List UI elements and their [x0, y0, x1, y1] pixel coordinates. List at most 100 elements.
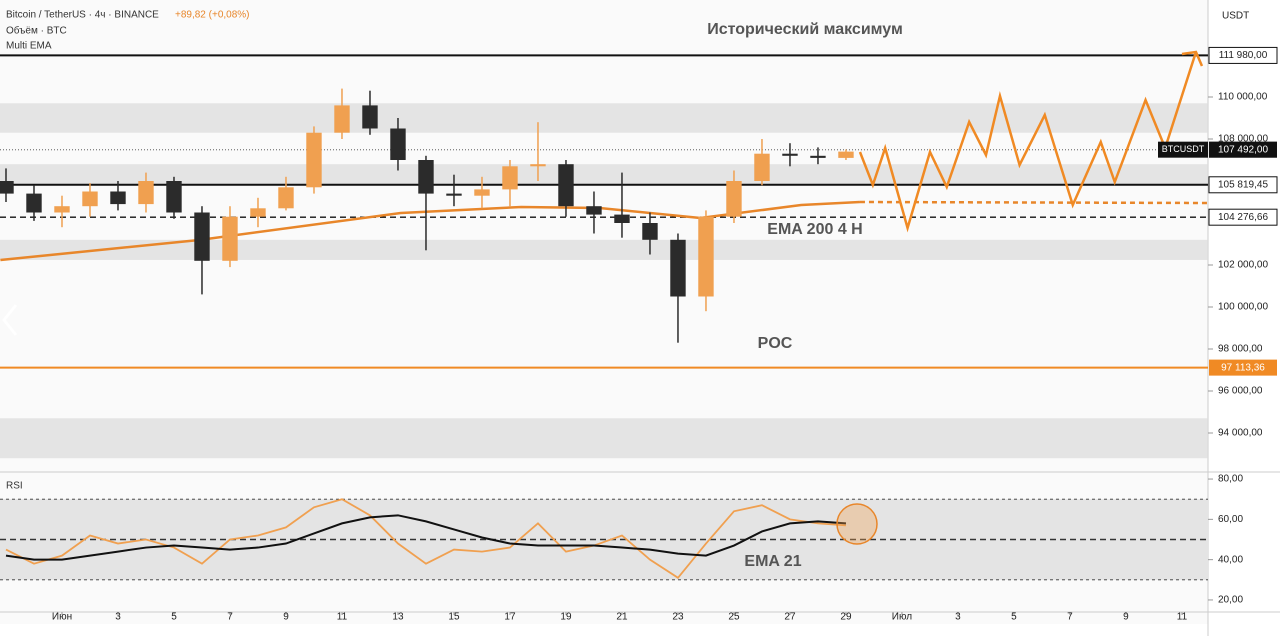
- candle-body: [138, 180, 154, 205]
- x-tick-label: 7: [1067, 612, 1073, 623]
- candle-body: [614, 214, 630, 223]
- x-tick-label: 9: [283, 612, 289, 623]
- rsi-ema-line: [5, 514, 847, 561]
- x-tick-label: 3: [115, 612, 121, 623]
- candle-body: [754, 153, 770, 181]
- candle-body: [390, 128, 406, 160]
- x-tick-label: 15: [448, 612, 460, 623]
- highlight-circle: [836, 503, 878, 545]
- candle-body: [362, 105, 378, 129]
- price-label: 104 276,66: [1218, 212, 1268, 223]
- indicator-label: Объём · BTC: [6, 25, 67, 37]
- x-tick-label: 23: [672, 612, 684, 623]
- price-label: 111 980,00: [1219, 50, 1268, 61]
- candle-body: [670, 239, 686, 297]
- x-tick-label: 11: [1177, 612, 1188, 623]
- price-label-box: [1208, 176, 1278, 194]
- y-tick-label: 96 000,00: [1218, 386, 1263, 397]
- back-chevron[interactable]: [2, 304, 18, 336]
- candle-body: [250, 208, 266, 217]
- candle-body: [0, 180, 14, 194]
- x-tick-label: 5: [171, 612, 177, 623]
- price-change: +89,82 (+0,08%): [175, 10, 250, 21]
- projection-line: [858, 51, 1198, 233]
- rsi-tick-label: 40,00: [1218, 554, 1243, 565]
- price-label-box: [1209, 141, 1277, 158]
- background-layer: [0, 96, 1213, 615]
- candle-body: [418, 159, 434, 194]
- rsi-title: RSI: [6, 481, 23, 492]
- candle-body: [502, 166, 518, 190]
- x-tick-label: 11: [337, 612, 348, 623]
- title: Bitcoin / TetherUS · 4ч · BINANCE: [6, 10, 159, 21]
- candle-body: [474, 189, 490, 196]
- main-layer: [0, 50, 1209, 579]
- x-tick-label: 7: [227, 612, 233, 623]
- ema-forecast: [859, 200, 1209, 205]
- x-tick-label: 5: [1011, 612, 1017, 623]
- y-tick-label: 102 000,00: [1218, 260, 1268, 271]
- ema-annotation: EMA 200 4 H: [767, 221, 862, 238]
- candle-body: [194, 212, 210, 261]
- x-tick-label: 25: [728, 612, 740, 623]
- candle-body: [698, 216, 714, 297]
- price-label: 105 819,45: [1218, 179, 1268, 190]
- candle-body: [306, 132, 322, 188]
- rsi-tick-label: 60,00: [1218, 514, 1243, 525]
- x-tick-label: Июн: [52, 612, 72, 623]
- candle-body: [222, 216, 238, 261]
- candle-body: [166, 180, 182, 213]
- y-tick-label: 94 000,00: [1218, 428, 1263, 439]
- candle-body: [334, 105, 350, 133]
- x-tick-label: 19: [560, 612, 572, 623]
- label-layer: 110 000,00 108 000,00 102 000,00 100 000,00…: [52, 46, 1278, 623]
- candle-body: [810, 155, 826, 158]
- candle-body: [446, 193, 462, 196]
- candle-body: [558, 164, 574, 207]
- x-tick-label: 3: [955, 612, 961, 623]
- price-zone: [0, 164, 1208, 186]
- rsi-tick-label: 20,00: [1218, 595, 1243, 606]
- price-label-box: [1208, 208, 1278, 226]
- price-zone: [0, 418, 1208, 459]
- ath-annotation: Исторический максимум: [707, 21, 903, 38]
- x-tick-label: 9: [1123, 612, 1129, 623]
- candle-body: [110, 191, 126, 205]
- price-zone: [0, 103, 1208, 133]
- symbol-label: BTCUSDT: [1162, 144, 1205, 154]
- rsi-tick-label: 80,00: [1218, 474, 1243, 485]
- price-label-box: [1209, 359, 1277, 376]
- indicator-label: Multi EMA: [6, 41, 52, 52]
- candle-body: [726, 180, 742, 217]
- y-tick-label: 110 000,00: [1218, 92, 1268, 103]
- poc-annotation: POC: [758, 335, 793, 352]
- candle-body: [26, 193, 42, 213]
- candle-body: [82, 191, 98, 207]
- x-tick-label: 13: [392, 612, 404, 623]
- x-tick-label: 21: [616, 612, 628, 623]
- candle-body: [838, 151, 854, 158]
- y-tick-label: 100 000,00: [1218, 302, 1268, 313]
- price-label: 107 492,00: [1218, 144, 1268, 155]
- projection-arrowhead: [1181, 50, 1204, 67]
- x-tick-label: 27: [784, 612, 796, 623]
- candle-body: [586, 206, 602, 215]
- y-tick-label: 98 000,00: [1218, 344, 1263, 355]
- price-label-box: [1208, 46, 1278, 64]
- x-tick-label: Июл: [892, 612, 912, 623]
- candle-body: [54, 206, 70, 213]
- candle-body: [642, 222, 658, 240]
- candle-body: [782, 153, 798, 156]
- price-zone: [0, 239, 1208, 260]
- symbol-box: [1158, 141, 1208, 158]
- rsi-line: [5, 498, 847, 579]
- candle-body: [278, 187, 294, 209]
- price-label: 97 113,36: [1221, 362, 1265, 373]
- currency-label: USDT: [1222, 11, 1249, 22]
- candle-body: [530, 164, 546, 167]
- x-tick-label: 17: [504, 612, 516, 623]
- x-tick-label: 29: [840, 612, 852, 623]
- y-tick-label: 108 000,00: [1218, 134, 1268, 145]
- rsi-ema-annotation: EMA 21: [744, 553, 801, 570]
